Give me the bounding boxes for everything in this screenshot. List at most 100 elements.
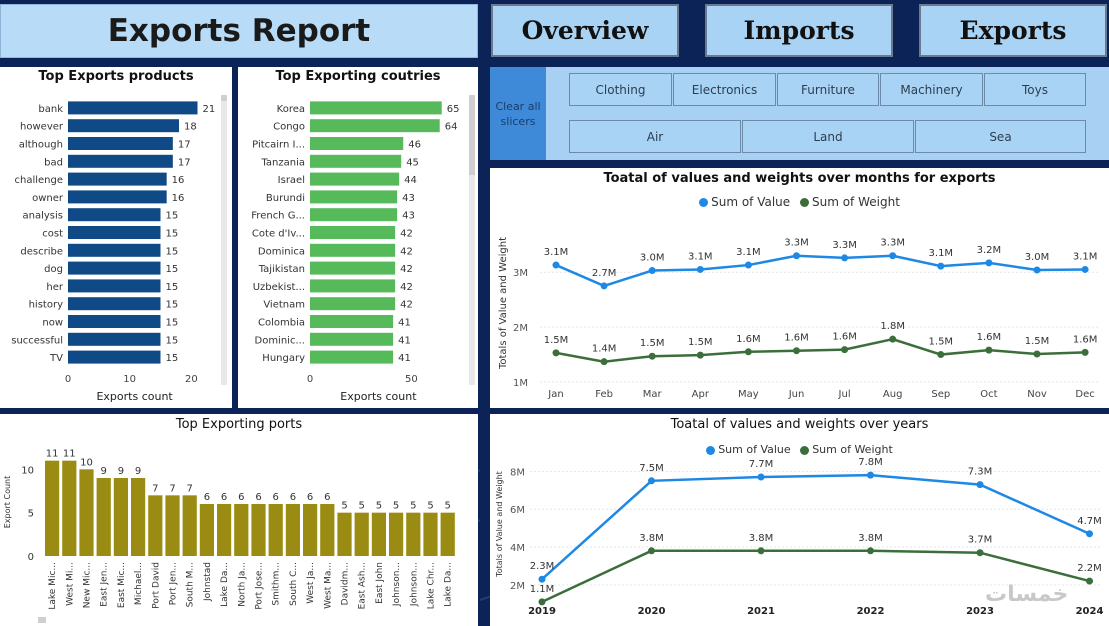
bar bbox=[68, 297, 161, 311]
monthly-legend-weight: Sum of Weight bbox=[811, 195, 900, 209]
slicer-electronics[interactable]: Electronics bbox=[673, 73, 776, 106]
data-label: 3.1M bbox=[929, 248, 954, 259]
x-tick-label: Dec bbox=[1075, 389, 1094, 400]
data-label: 1.6M bbox=[784, 333, 809, 344]
data-label: 17 bbox=[178, 157, 191, 168]
category-label: history bbox=[29, 300, 63, 311]
data-label: 1.5M bbox=[688, 337, 713, 348]
bar bbox=[199, 504, 214, 556]
bar bbox=[310, 190, 398, 204]
data-label: 41 bbox=[398, 335, 411, 346]
bar bbox=[310, 137, 404, 150]
data-label: 11 bbox=[46, 449, 59, 460]
data-label: 42 bbox=[400, 282, 413, 293]
x-tick-label: Apr bbox=[692, 389, 710, 400]
value-series-line bbox=[555, 254, 1086, 288]
data-label: 3.1M bbox=[544, 247, 569, 258]
category-label: East Mic... bbox=[117, 562, 127, 608]
data-label: 3.1M bbox=[736, 247, 761, 258]
slicer-machinery[interactable]: Machinery bbox=[880, 73, 983, 106]
top-ports-scroll-thumb[interactable] bbox=[38, 617, 46, 623]
data-point bbox=[867, 547, 874, 555]
slicer-air[interactable]: Air bbox=[569, 120, 741, 153]
slicer-toys[interactable]: Toys bbox=[984, 73, 1086, 106]
top-products-chart: bank 21 however 18 although 17 bad 17 challenge 1… bbox=[11, 101, 215, 403]
category-label: Uzbekist... bbox=[253, 282, 305, 293]
category-label: New Mic... bbox=[83, 562, 93, 608]
category-label: Johnson... bbox=[409, 562, 419, 607]
data-point bbox=[600, 282, 608, 290]
data-label: 18 bbox=[184, 122, 197, 133]
data-point bbox=[757, 547, 765, 555]
slicer-furniture[interactable]: Furniture bbox=[777, 73, 879, 106]
category-label: West Mi... bbox=[65, 562, 75, 606]
bar bbox=[310, 101, 442, 115]
category-label: East Jen... bbox=[100, 562, 110, 607]
nav-overview-button[interactable]: Overview bbox=[491, 4, 679, 57]
slicer-sea[interactable]: Sea bbox=[915, 120, 1086, 153]
monthly-legend-value: Sum of Value bbox=[711, 195, 791, 209]
top-products-scrollbar[interactable] bbox=[221, 95, 227, 385]
bar bbox=[113, 478, 128, 556]
data-label: 15 bbox=[166, 246, 179, 257]
slicer-clothing[interactable]: Clothing bbox=[569, 73, 672, 106]
data-label: 9 bbox=[101, 466, 107, 477]
category-label: Cote d'Iv... bbox=[252, 229, 305, 240]
bar bbox=[165, 495, 180, 556]
data-point bbox=[538, 575, 546, 583]
top-countries-scroll-thumb[interactable] bbox=[469, 95, 475, 175]
y-tick-label: 8M bbox=[510, 467, 525, 478]
y-tick-label: 1M bbox=[513, 378, 528, 389]
y-tick-label: 3M bbox=[513, 268, 528, 279]
slicer-land[interactable]: Land bbox=[742, 120, 914, 153]
x-tick-label: Jan bbox=[547, 389, 563, 400]
top-countries-chart: Korea 65 Congo 64 Pitcairn I... 46 Tanzania 45 I… bbox=[251, 101, 459, 403]
x-tick-label: 20 bbox=[185, 374, 198, 385]
category-label: West Ma... bbox=[323, 562, 333, 609]
bar bbox=[68, 243, 161, 257]
nav-exports-button[interactable]: Exports bbox=[919, 4, 1107, 57]
category-label: TV bbox=[49, 353, 63, 364]
y-tick-label: 6M bbox=[510, 505, 525, 516]
data-point bbox=[696, 265, 704, 273]
data-label: 5 bbox=[445, 501, 451, 512]
data-label: 6 bbox=[324, 492, 330, 503]
bar bbox=[337, 512, 352, 556]
data-label: 44 bbox=[404, 175, 417, 186]
data-label: 64 bbox=[445, 122, 458, 133]
data-label: 3.7M bbox=[968, 535, 993, 546]
bar bbox=[389, 512, 404, 556]
bar bbox=[310, 315, 394, 328]
data-label: 1.6M bbox=[736, 334, 761, 345]
clear-all-slicers-button[interactable]: Clear all slicers bbox=[490, 67, 546, 160]
category-label: dog bbox=[44, 264, 63, 275]
top-countries-panel: Top Exporting coutries Korea 65 Congo 64 Pit… bbox=[238, 67, 478, 408]
bar bbox=[96, 478, 111, 556]
top-products-scroll-thumb[interactable] bbox=[221, 95, 227, 101]
nav-imports-button[interactable]: Imports bbox=[705, 4, 893, 57]
data-label: 16 bbox=[172, 193, 185, 204]
category-label: Port David bbox=[151, 562, 161, 609]
data-label: 6 bbox=[307, 492, 313, 503]
bar bbox=[310, 297, 396, 311]
data-label: 43 bbox=[402, 193, 415, 204]
category-label: her bbox=[46, 282, 63, 293]
bar bbox=[68, 208, 161, 222]
top-countries-scrollbar[interactable] bbox=[469, 95, 475, 385]
report-title: Exports Report bbox=[107, 13, 371, 49]
weight-series-line bbox=[555, 337, 1086, 363]
data-label: 6 bbox=[221, 492, 227, 503]
data-point bbox=[985, 346, 993, 354]
x-tick-label: 10 bbox=[123, 374, 136, 385]
data-point bbox=[1033, 266, 1041, 274]
data-label: 42 bbox=[400, 246, 413, 257]
bar bbox=[310, 119, 440, 133]
y-tick-label: 5 bbox=[28, 509, 34, 520]
yearly-legend-value-dot bbox=[706, 445, 716, 455]
bar bbox=[310, 279, 396, 293]
x-tick-label: Feb bbox=[595, 389, 613, 400]
monthly-panel: Toatal of values and weights over months… bbox=[490, 168, 1109, 408]
data-point bbox=[744, 348, 752, 356]
data-label: 5 bbox=[393, 501, 399, 512]
data-label: 15 bbox=[166, 282, 179, 293]
